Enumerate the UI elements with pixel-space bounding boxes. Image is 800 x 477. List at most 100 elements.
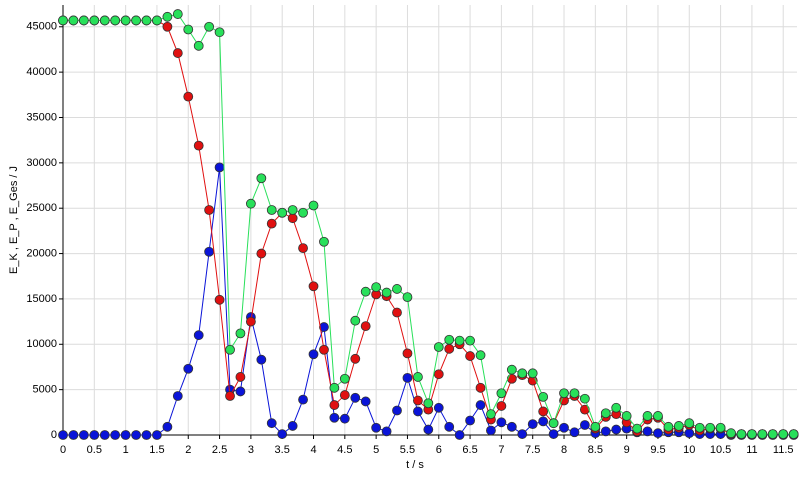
data-point bbox=[204, 246, 215, 257]
data-point bbox=[68, 430, 79, 440]
x-tick-label: 9 bbox=[624, 444, 630, 456]
data-point bbox=[559, 422, 569, 433]
data-point bbox=[600, 408, 611, 419]
data-point bbox=[381, 426, 392, 437]
data-point bbox=[225, 391, 235, 401]
data-point bbox=[715, 422, 726, 433]
y-tick-label: 15000 bbox=[26, 293, 57, 305]
data-point bbox=[78, 430, 89, 440]
data-point bbox=[381, 287, 392, 298]
data-point bbox=[266, 218, 277, 229]
data-point bbox=[538, 391, 549, 402]
data-point bbox=[621, 411, 632, 421]
data-point bbox=[152, 430, 162, 440]
y-tick-label: 45000 bbox=[26, 21, 57, 33]
data-point bbox=[778, 429, 789, 439]
data-point bbox=[527, 419, 538, 430]
data-point bbox=[465, 335, 475, 346]
data-point bbox=[277, 207, 288, 218]
data-point bbox=[726, 428, 736, 439]
data-point bbox=[642, 411, 653, 421]
y-tick-label: 10000 bbox=[26, 338, 57, 350]
x-tick-label: 1 bbox=[123, 444, 129, 456]
data-point bbox=[392, 405, 402, 416]
data-point bbox=[475, 400, 486, 410]
data-point bbox=[266, 418, 277, 429]
data-point bbox=[319, 322, 329, 332]
data-point bbox=[329, 412, 340, 423]
x-tick-label: 3 bbox=[248, 444, 254, 456]
data-point bbox=[99, 15, 110, 26]
data-point bbox=[506, 421, 517, 432]
x-tick-label: 2 bbox=[185, 444, 191, 456]
data-point bbox=[141, 430, 152, 440]
data-point bbox=[277, 429, 288, 439]
data-point bbox=[465, 415, 475, 426]
data-point bbox=[579, 393, 590, 404]
data-point bbox=[392, 284, 402, 294]
data-point bbox=[444, 421, 455, 432]
data-point bbox=[141, 15, 152, 26]
y-tick-label: 20000 bbox=[26, 247, 57, 259]
data-point bbox=[433, 369, 444, 380]
data-point bbox=[548, 429, 559, 439]
data-point bbox=[454, 430, 465, 440]
data-point bbox=[329, 400, 340, 410]
x-tick-label: 10 bbox=[683, 444, 695, 456]
data-point bbox=[402, 372, 413, 383]
data-point bbox=[653, 411, 663, 421]
x-tick-label: 6 bbox=[436, 444, 442, 456]
data-point bbox=[684, 428, 695, 439]
data-point bbox=[538, 406, 549, 417]
data-point bbox=[245, 198, 256, 209]
data-point bbox=[350, 315, 361, 326]
data-point bbox=[559, 388, 569, 399]
data-point bbox=[172, 391, 183, 401]
data-point bbox=[214, 27, 225, 38]
data-point bbox=[183, 24, 194, 35]
data-point bbox=[110, 15, 121, 26]
y-tick-label: 35000 bbox=[26, 111, 57, 123]
data-point bbox=[162, 421, 173, 432]
data-point bbox=[298, 394, 308, 405]
data-point bbox=[360, 396, 371, 407]
data-point bbox=[235, 328, 246, 339]
y-tick-label: 0 bbox=[51, 429, 57, 441]
data-point bbox=[214, 294, 225, 305]
y-axis-label: E_K , E_P , E_Ges / J bbox=[8, 166, 20, 274]
data-point bbox=[642, 426, 653, 437]
x-axis-label: t / s bbox=[406, 459, 424, 471]
x-tick-label: 8 bbox=[561, 444, 567, 456]
data-point bbox=[496, 388, 507, 399]
data-point bbox=[360, 321, 371, 332]
data-point bbox=[402, 292, 413, 303]
data-point bbox=[287, 421, 298, 431]
data-point bbox=[183, 363, 194, 374]
data-point bbox=[120, 430, 131, 440]
data-point bbox=[413, 395, 423, 406]
data-point bbox=[99, 430, 110, 440]
data-point bbox=[110, 430, 121, 440]
data-point bbox=[152, 15, 162, 26]
data-point bbox=[465, 351, 475, 361]
x-tick-label: 5 bbox=[373, 444, 379, 456]
data-point bbox=[611, 424, 622, 435]
data-point bbox=[413, 406, 423, 417]
data-point bbox=[319, 236, 329, 247]
data-point bbox=[569, 427, 580, 438]
data-point bbox=[298, 243, 308, 254]
data-point bbox=[371, 282, 382, 293]
y-tick-label: 40000 bbox=[26, 66, 57, 78]
data-point bbox=[183, 91, 194, 102]
data-point bbox=[684, 418, 695, 429]
data-point bbox=[392, 307, 402, 318]
data-point bbox=[350, 353, 361, 364]
data-point bbox=[204, 205, 215, 215]
x-tick-label: 0 bbox=[60, 444, 66, 456]
data-point bbox=[475, 350, 486, 361]
data-point bbox=[517, 368, 528, 379]
x-tick-label: 7 bbox=[498, 444, 504, 456]
